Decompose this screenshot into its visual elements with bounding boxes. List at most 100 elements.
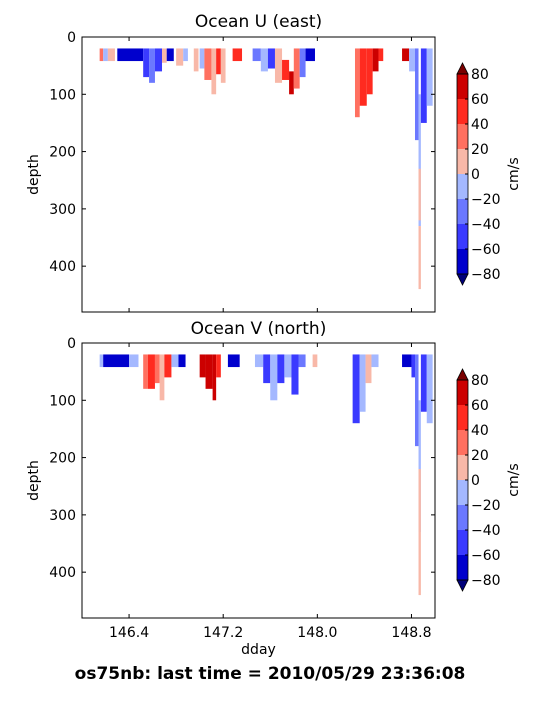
colorbar-band: [457, 149, 468, 175]
colorbar-band: [457, 380, 468, 406]
footer-last-time: os75nb: last time = 2010/05/29 23:36:08: [74, 664, 466, 684]
y-axis-label: depth: [26, 460, 42, 501]
velocity-cell: [176, 48, 184, 66]
velocity-cell: [129, 354, 139, 368]
velocity-cell: [216, 354, 221, 378]
velocity-cell: [154, 354, 160, 384]
colorbar-band: [457, 124, 468, 150]
velocity-cell: [107, 48, 115, 62]
velocity-cell: [149, 48, 155, 83]
velocity-cell: [99, 354, 104, 368]
velocity-cell: [298, 354, 306, 368]
velocity-cell: [289, 71, 294, 95]
x-tick-label: 146.4: [109, 625, 149, 641]
colorbar-band: [457, 199, 468, 225]
y-tick-label: 400: [49, 259, 76, 275]
colorbar-band: [457, 405, 468, 431]
velocity-cell: [418, 400, 421, 533]
y-tick-label: 200: [49, 145, 76, 161]
velocity-cell: [277, 354, 285, 384]
velocity-cell: [183, 48, 188, 62]
y-tick-label: 0: [67, 30, 76, 46]
velocity-cell: [178, 354, 186, 368]
colorbar-band: [457, 555, 468, 581]
velocity-cell: [252, 48, 261, 62]
velocity-cell: [270, 354, 278, 401]
velocity-cell: [402, 48, 410, 62]
velocity-cell: [147, 354, 155, 389]
velocity-cell: [220, 48, 226, 83]
velocity-cell: [359, 354, 366, 412]
x-tick-label: 147.2: [203, 625, 243, 641]
velocity-cell: [143, 354, 148, 389]
velocity-cell: [354, 48, 360, 118]
velocity-cell: [426, 354, 433, 424]
colorbar-extend-min: [456, 273, 469, 286]
velocity-cell: [418, 168, 421, 221]
velocity-cell: [154, 48, 163, 72]
velocity-cell: [199, 48, 205, 69]
velocity-cell: [164, 354, 172, 378]
velocity-cell: [359, 48, 367, 106]
colorbar-extend-max: [456, 62, 469, 75]
colorbar-tick-label: 20: [471, 448, 489, 464]
velocity-cell: [99, 48, 104, 62]
velocity-cell: [299, 48, 306, 78]
velocity-cell: [305, 48, 315, 62]
y-tick-label: 300: [49, 202, 76, 218]
velocity-cell: [260, 48, 268, 72]
panel-title: Ocean V (north): [191, 319, 327, 339]
velocity-cell: [166, 48, 174, 62]
plot-frame: [81, 36, 436, 313]
velocity-cell: [263, 354, 271, 384]
colorbar-tick-label: 40: [471, 117, 489, 133]
velocity-cell: [409, 48, 415, 72]
colorbar-tick-label: −80: [471, 573, 501, 589]
colorbar-label: cm/s: [506, 157, 522, 190]
colorbar-tick-label: 0: [471, 167, 480, 183]
y-tick-label: 400: [49, 565, 76, 581]
colorbar-band: [457, 249, 468, 275]
velocity-cell: [414, 354, 419, 447]
velocity-cell: [159, 354, 165, 401]
colorbar-tick-label: −40: [471, 523, 501, 539]
colorbar-band: [457, 74, 468, 100]
x-tick-label: 148.8: [391, 625, 431, 641]
velocity-cell: [293, 48, 300, 89]
velocity-cell: [232, 48, 243, 62]
velocity-cell: [411, 354, 415, 378]
colorbar-band: [457, 480, 468, 506]
velocity-cell: [267, 48, 275, 69]
y-tick-label: 100: [49, 393, 76, 409]
velocity-cell: [402, 354, 412, 368]
velocity-cell: [193, 48, 199, 72]
velocity-cell: [418, 469, 421, 596]
colorbar-tick-label: −60: [471, 242, 501, 258]
velocity-cell: [254, 354, 264, 368]
colorbar-band: [457, 174, 468, 200]
y-tick-label: 100: [49, 87, 76, 103]
colorbar-tick-label: 40: [471, 423, 489, 439]
velocity-cell: [282, 59, 290, 80]
velocity-cell: [227, 354, 240, 368]
velocity-cell: [199, 354, 206, 378]
colorbar-band: [457, 430, 468, 456]
x-tick-label: 148.0: [297, 625, 337, 641]
velocity-cell: [312, 354, 318, 368]
velocity-cell: [216, 48, 221, 75]
colorbar-tick-label: 60: [471, 398, 489, 414]
velocity-cell: [117, 48, 144, 62]
velocity-cell: [352, 354, 360, 424]
velocity-cell: [143, 48, 150, 78]
velocity-cell: [420, 48, 427, 123]
colorbar-label: cm/s: [506, 463, 522, 496]
colorbar-extend-max: [456, 368, 469, 381]
colorbar-tick-label: −20: [471, 498, 501, 514]
colorbar-band: [457, 99, 468, 125]
velocity-cell: [418, 94, 421, 227]
y-tick-label: 200: [49, 451, 76, 467]
velocity-cell: [204, 48, 212, 80]
colorbar-band: [457, 455, 468, 481]
velocity-cell: [291, 354, 299, 395]
velocity-cell: [365, 354, 372, 384]
